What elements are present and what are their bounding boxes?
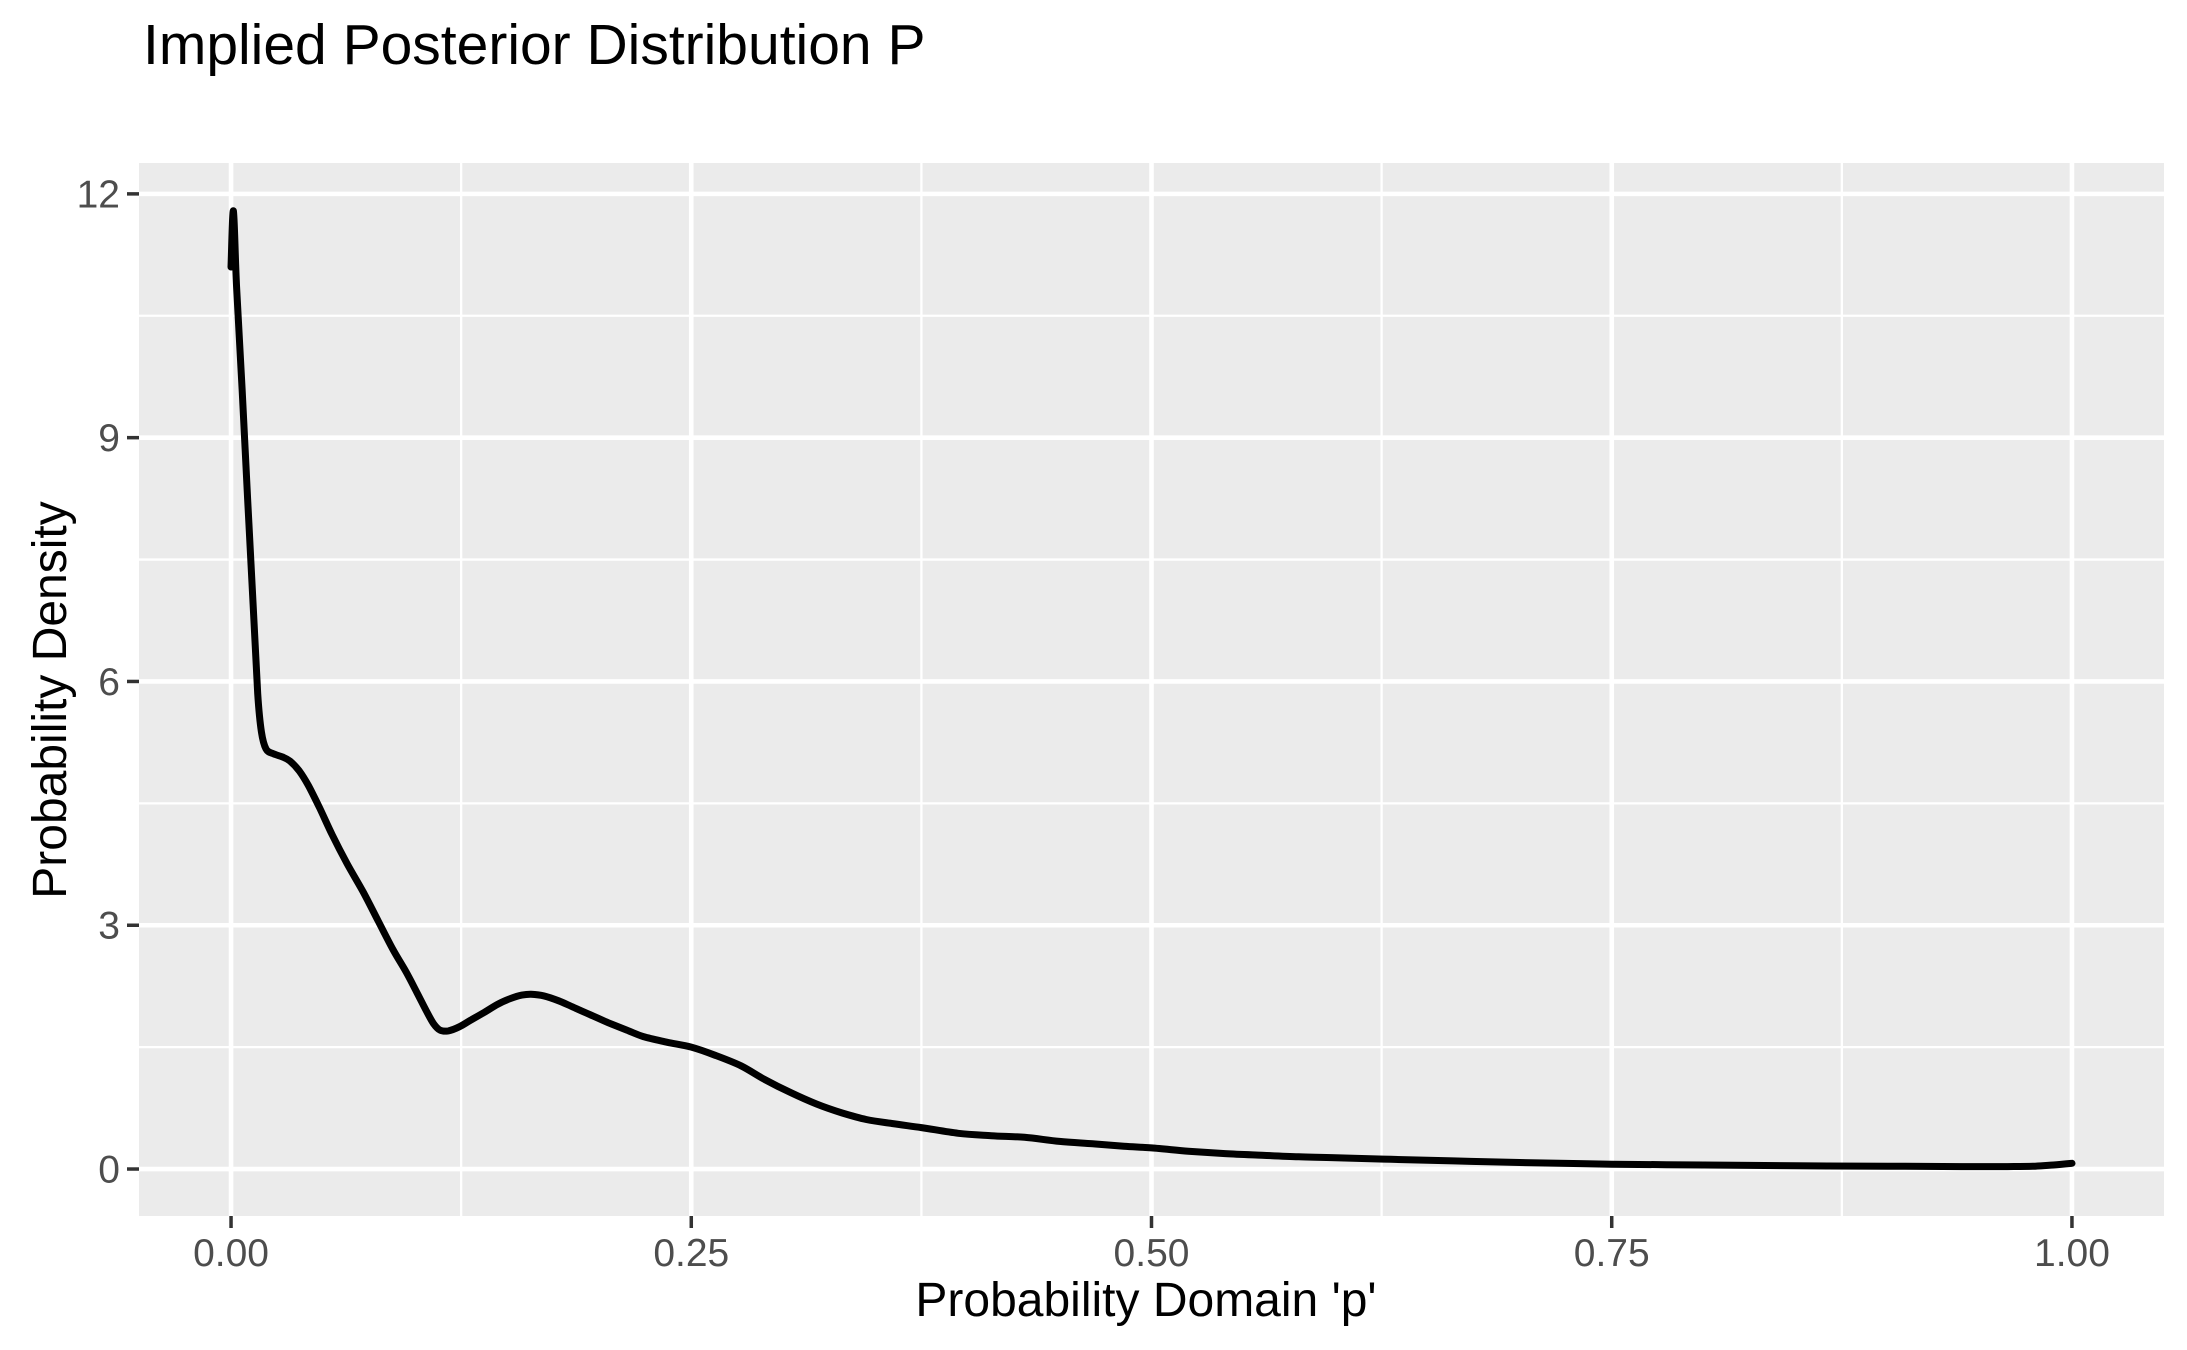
y-tick-label: 6 [98,661,120,704]
y-tick-label: 0 [98,1149,120,1192]
x-tick-label: 1.00 [2034,1232,2110,1275]
x-tick-label: 0.75 [1574,1232,1650,1275]
y-axis-tick-labels: 0 3 6 9 12 [77,173,120,1191]
density-curve [227,207,2076,1171]
y-tick-label: 3 [98,905,120,948]
y-axis-title: Probability Density [24,501,77,899]
plot-title: Implied Posterior Distribution P [143,13,925,77]
x-tick-label: 0.50 [1114,1232,1190,1275]
gridlines-major [139,163,2164,1216]
y-tick-label: 12 [77,173,120,216]
x-axis-title: Probability Domain 'p' [915,1274,1376,1327]
x-axis-tick-labels: 0.00 0.25 0.50 0.75 1.00 [193,1232,2110,1275]
x-tick-label: 0.00 [193,1232,269,1275]
y-tick-label: 9 [98,417,120,460]
y-axis-ticks [127,192,139,1171]
x-axis-ticks [229,1216,2074,1228]
x-tick-label: 0.25 [653,1232,729,1275]
